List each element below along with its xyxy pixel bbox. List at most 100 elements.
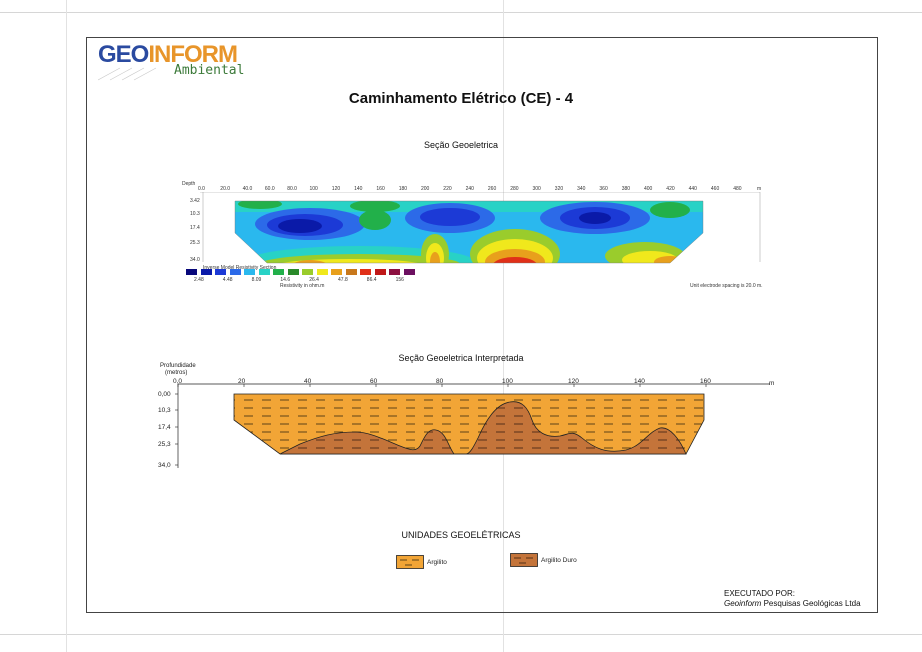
section1-x-tick: 340 bbox=[577, 186, 586, 192]
scale-swatch bbox=[316, 269, 328, 275]
depth-axis-label: Depth bbox=[182, 181, 196, 187]
page-guide-center bbox=[503, 0, 504, 652]
section1-x-tick: 140 bbox=[354, 186, 363, 192]
depth-value: 25.3 bbox=[190, 240, 200, 246]
section1-x-tick: 100 bbox=[309, 186, 318, 192]
page-guide-bottom bbox=[0, 634, 922, 635]
section1-x-tick: 240 bbox=[465, 186, 474, 192]
section1-x-tick: 180 bbox=[398, 186, 408, 192]
section1-x-tick: 80.0 bbox=[287, 186, 297, 192]
logo-subtitle: Ambiental bbox=[174, 63, 245, 78]
section1-x-tick: 400 bbox=[644, 186, 653, 192]
scale-value: 156 bbox=[395, 277, 404, 283]
section2-x-tick: 160 bbox=[700, 378, 711, 385]
scale-value: 4.48 bbox=[222, 277, 233, 283]
scale-swatch bbox=[258, 269, 270, 275]
scale-swatch bbox=[374, 269, 386, 275]
scale-value: 14.6 bbox=[280, 277, 291, 283]
scale-swatch bbox=[287, 269, 299, 275]
depth-value: 0,00 bbox=[158, 391, 171, 398]
section1-x-tick: 280 bbox=[510, 186, 519, 192]
depth-axis-unit: (metros) bbox=[165, 370, 188, 376]
section1-x-tick: 380 bbox=[621, 186, 631, 192]
scale-swatch bbox=[200, 269, 212, 275]
scale-unit: Resistivity in ohm.m bbox=[280, 283, 325, 289]
section1-title: Seção Geoeletrica bbox=[423, 140, 499, 150]
section1-x-tick: 40.0 bbox=[242, 186, 253, 192]
logo-swoosh bbox=[98, 67, 157, 81]
scale-swatch bbox=[302, 269, 313, 275]
section1-x-tick: 260 bbox=[487, 186, 497, 192]
section2-x-tick: 120 bbox=[568, 378, 579, 385]
executor-name: Geoinform Pesquisas Geológicas Ltda bbox=[724, 599, 861, 609]
logo-text-geo: GEO bbox=[98, 41, 149, 68]
section1-x-tick: 480 bbox=[733, 186, 742, 192]
section1-x-tick: 200 bbox=[421, 186, 430, 192]
scale-swatch bbox=[244, 269, 255, 275]
section1-x-tick: 320 bbox=[554, 186, 564, 192]
executed-by-label: EXECUTADO POR: bbox=[724, 589, 795, 598]
section1-x-tick: 440 bbox=[688, 186, 697, 192]
depth-value: 34.0 bbox=[190, 257, 200, 263]
argilito-duro-unit bbox=[279, 401, 687, 455]
scale-swatch bbox=[229, 269, 241, 275]
scale-value: 26.4 bbox=[309, 277, 319, 283]
scale-swatch bbox=[186, 269, 197, 275]
section1-x-tick: 220 bbox=[443, 186, 452, 192]
page-title: Caminhamento Elétrico (CE) - 4 bbox=[348, 90, 574, 107]
scale-swatch bbox=[345, 269, 357, 275]
section1-x-tick: 420 bbox=[666, 186, 675, 192]
depth-value: 3.42 bbox=[190, 198, 200, 204]
scale-swatch bbox=[215, 269, 226, 275]
executor-org: Geoinform bbox=[724, 599, 762, 608]
legend-label-argilito-duro: Argilito Duro bbox=[541, 557, 577, 564]
section1-x-tick: 460 bbox=[710, 186, 720, 192]
company-logo: GEOINFORM bbox=[98, 41, 238, 69]
legend-title: UNIDADES GEOELÉTRICAS bbox=[401, 530, 521, 540]
depth-value: 34,0 bbox=[158, 462, 171, 469]
executor-org-rest: Pesquisas Geológicas Ltda bbox=[761, 599, 861, 608]
resistivity-section-plot bbox=[200, 192, 761, 264]
section1-x-tick: 120 bbox=[331, 186, 341, 192]
interpreted-section-plot bbox=[175, 383, 770, 468]
section2-x-tick: 20 bbox=[238, 378, 246, 385]
section2-x-tick: 40 bbox=[304, 378, 312, 385]
section2-x-tick: 80 bbox=[436, 378, 444, 385]
scale-value: 47.8 bbox=[338, 277, 348, 283]
scale-value: 86.4 bbox=[366, 277, 377, 283]
scale-title: Inverse Model Resistivity Section bbox=[203, 265, 277, 271]
depth-value: 17.4 bbox=[190, 225, 200, 231]
resistivity-color-field bbox=[235, 201, 703, 263]
report-sheet bbox=[86, 37, 878, 613]
section2-x-tick: 0,0 bbox=[173, 378, 183, 385]
section1-x-tick: 60.0 bbox=[264, 186, 275, 192]
depth-value: 10,3 bbox=[158, 407, 171, 414]
depth-value: 10.3 bbox=[190, 211, 200, 217]
section1-x-tick: 160 bbox=[376, 186, 385, 192]
logo-text-inform: INFORM bbox=[148, 41, 238, 68]
scale-swatch bbox=[360, 269, 371, 275]
section2-x-tick: 100 bbox=[502, 378, 513, 385]
scale-swatch bbox=[389, 269, 400, 275]
section1-x-tick: 0.0 bbox=[198, 186, 205, 192]
depth-value: 17,4 bbox=[158, 424, 171, 431]
legend-label-argilito: Argilito bbox=[427, 559, 447, 566]
section2-x-tick: 60 bbox=[370, 378, 378, 385]
depth-axis-label: Profundidade bbox=[160, 363, 196, 369]
scale-swatch bbox=[331, 269, 342, 275]
scale-value: 2.48 bbox=[194, 277, 204, 283]
scale-swatch bbox=[273, 269, 284, 275]
legend-swatch-argilito bbox=[396, 555, 424, 569]
electrode-spacing-note: Unit electrode spacing is 20.0 m. bbox=[690, 283, 763, 289]
section1-x-unit: m bbox=[757, 186, 762, 192]
scale-value: 8.09 bbox=[251, 277, 262, 283]
section2-x-unit: m bbox=[769, 380, 775, 387]
depth-value: 25,3 bbox=[158, 441, 171, 448]
page-guide-left bbox=[66, 0, 67, 652]
section2-x-tick: 140 bbox=[634, 378, 645, 385]
executed-by-block: EXECUTADO POR: Geoinform Pesquisas Geoló… bbox=[724, 589, 861, 609]
section1-x-tick: 20.0 bbox=[220, 186, 231, 192]
page-guide-top bbox=[0, 12, 922, 13]
section1-x-tick: 360 bbox=[599, 186, 608, 192]
scale-swatch bbox=[403, 269, 415, 275]
